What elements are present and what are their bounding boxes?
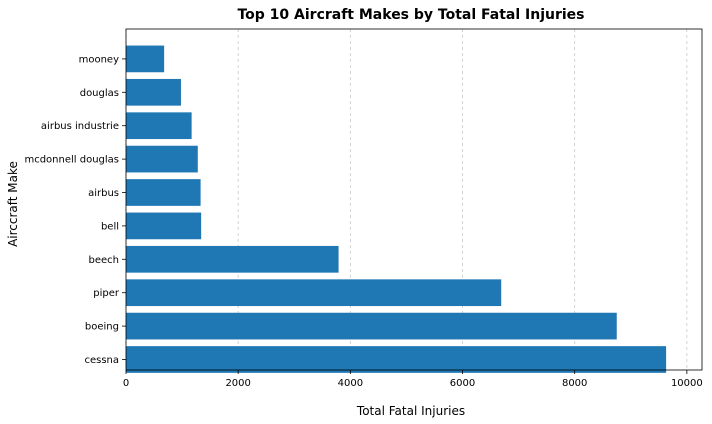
bar-mooney	[126, 45, 165, 73]
bar-beech	[126, 245, 339, 273]
bar-piper	[126, 279, 502, 307]
y-tick-label: piper	[93, 288, 120, 299]
bar-airbus	[126, 179, 201, 206]
y-tick-label: cessna	[84, 355, 119, 366]
chart-title: Top 10 Aircraft Makes by Total Fatal Inj…	[237, 7, 584, 23]
x-axis-label: Total Fatal Injuries	[356, 404, 465, 418]
y-tick-label: boeing	[85, 322, 119, 333]
y-axis-label: Airccraft Make	[6, 161, 20, 247]
y-tick-label: mcdonnell douglas	[24, 155, 119, 166]
bar-boeing	[126, 312, 617, 340]
x-tick-label: 2000	[225, 378, 250, 389]
y-tick-label: airbus	[88, 188, 119, 199]
bar-airbus-industrie	[126, 112, 192, 140]
bar-douglas	[126, 78, 181, 106]
x-tick-label: 6000	[450, 378, 475, 389]
y-tick-label: beech	[89, 255, 120, 266]
axes-frame	[125, 28, 703, 371]
y-tick-label: airbus industrie	[41, 121, 119, 132]
y-tick-label: douglas	[80, 88, 119, 99]
x-tick-label: 8000	[562, 378, 587, 389]
x-tick-label: 10000	[671, 378, 703, 389]
bar-bell	[126, 212, 202, 240]
x-ticks: 0 2000 4000 6000 8000 10000	[123, 370, 703, 389]
y-ticks: cessna boeing piper beech bell airbus mcdonnel…	[24, 54, 126, 366]
y-tick-label: bell	[101, 221, 119, 232]
y-tick-label: mooney	[79, 54, 119, 65]
bar-mcdonnell-douglas	[126, 145, 198, 173]
x-tick-label: 0	[123, 378, 129, 389]
bars	[126, 45, 667, 373]
bar-cessna	[126, 346, 667, 373]
x-tick-label: 4000	[338, 378, 363, 389]
